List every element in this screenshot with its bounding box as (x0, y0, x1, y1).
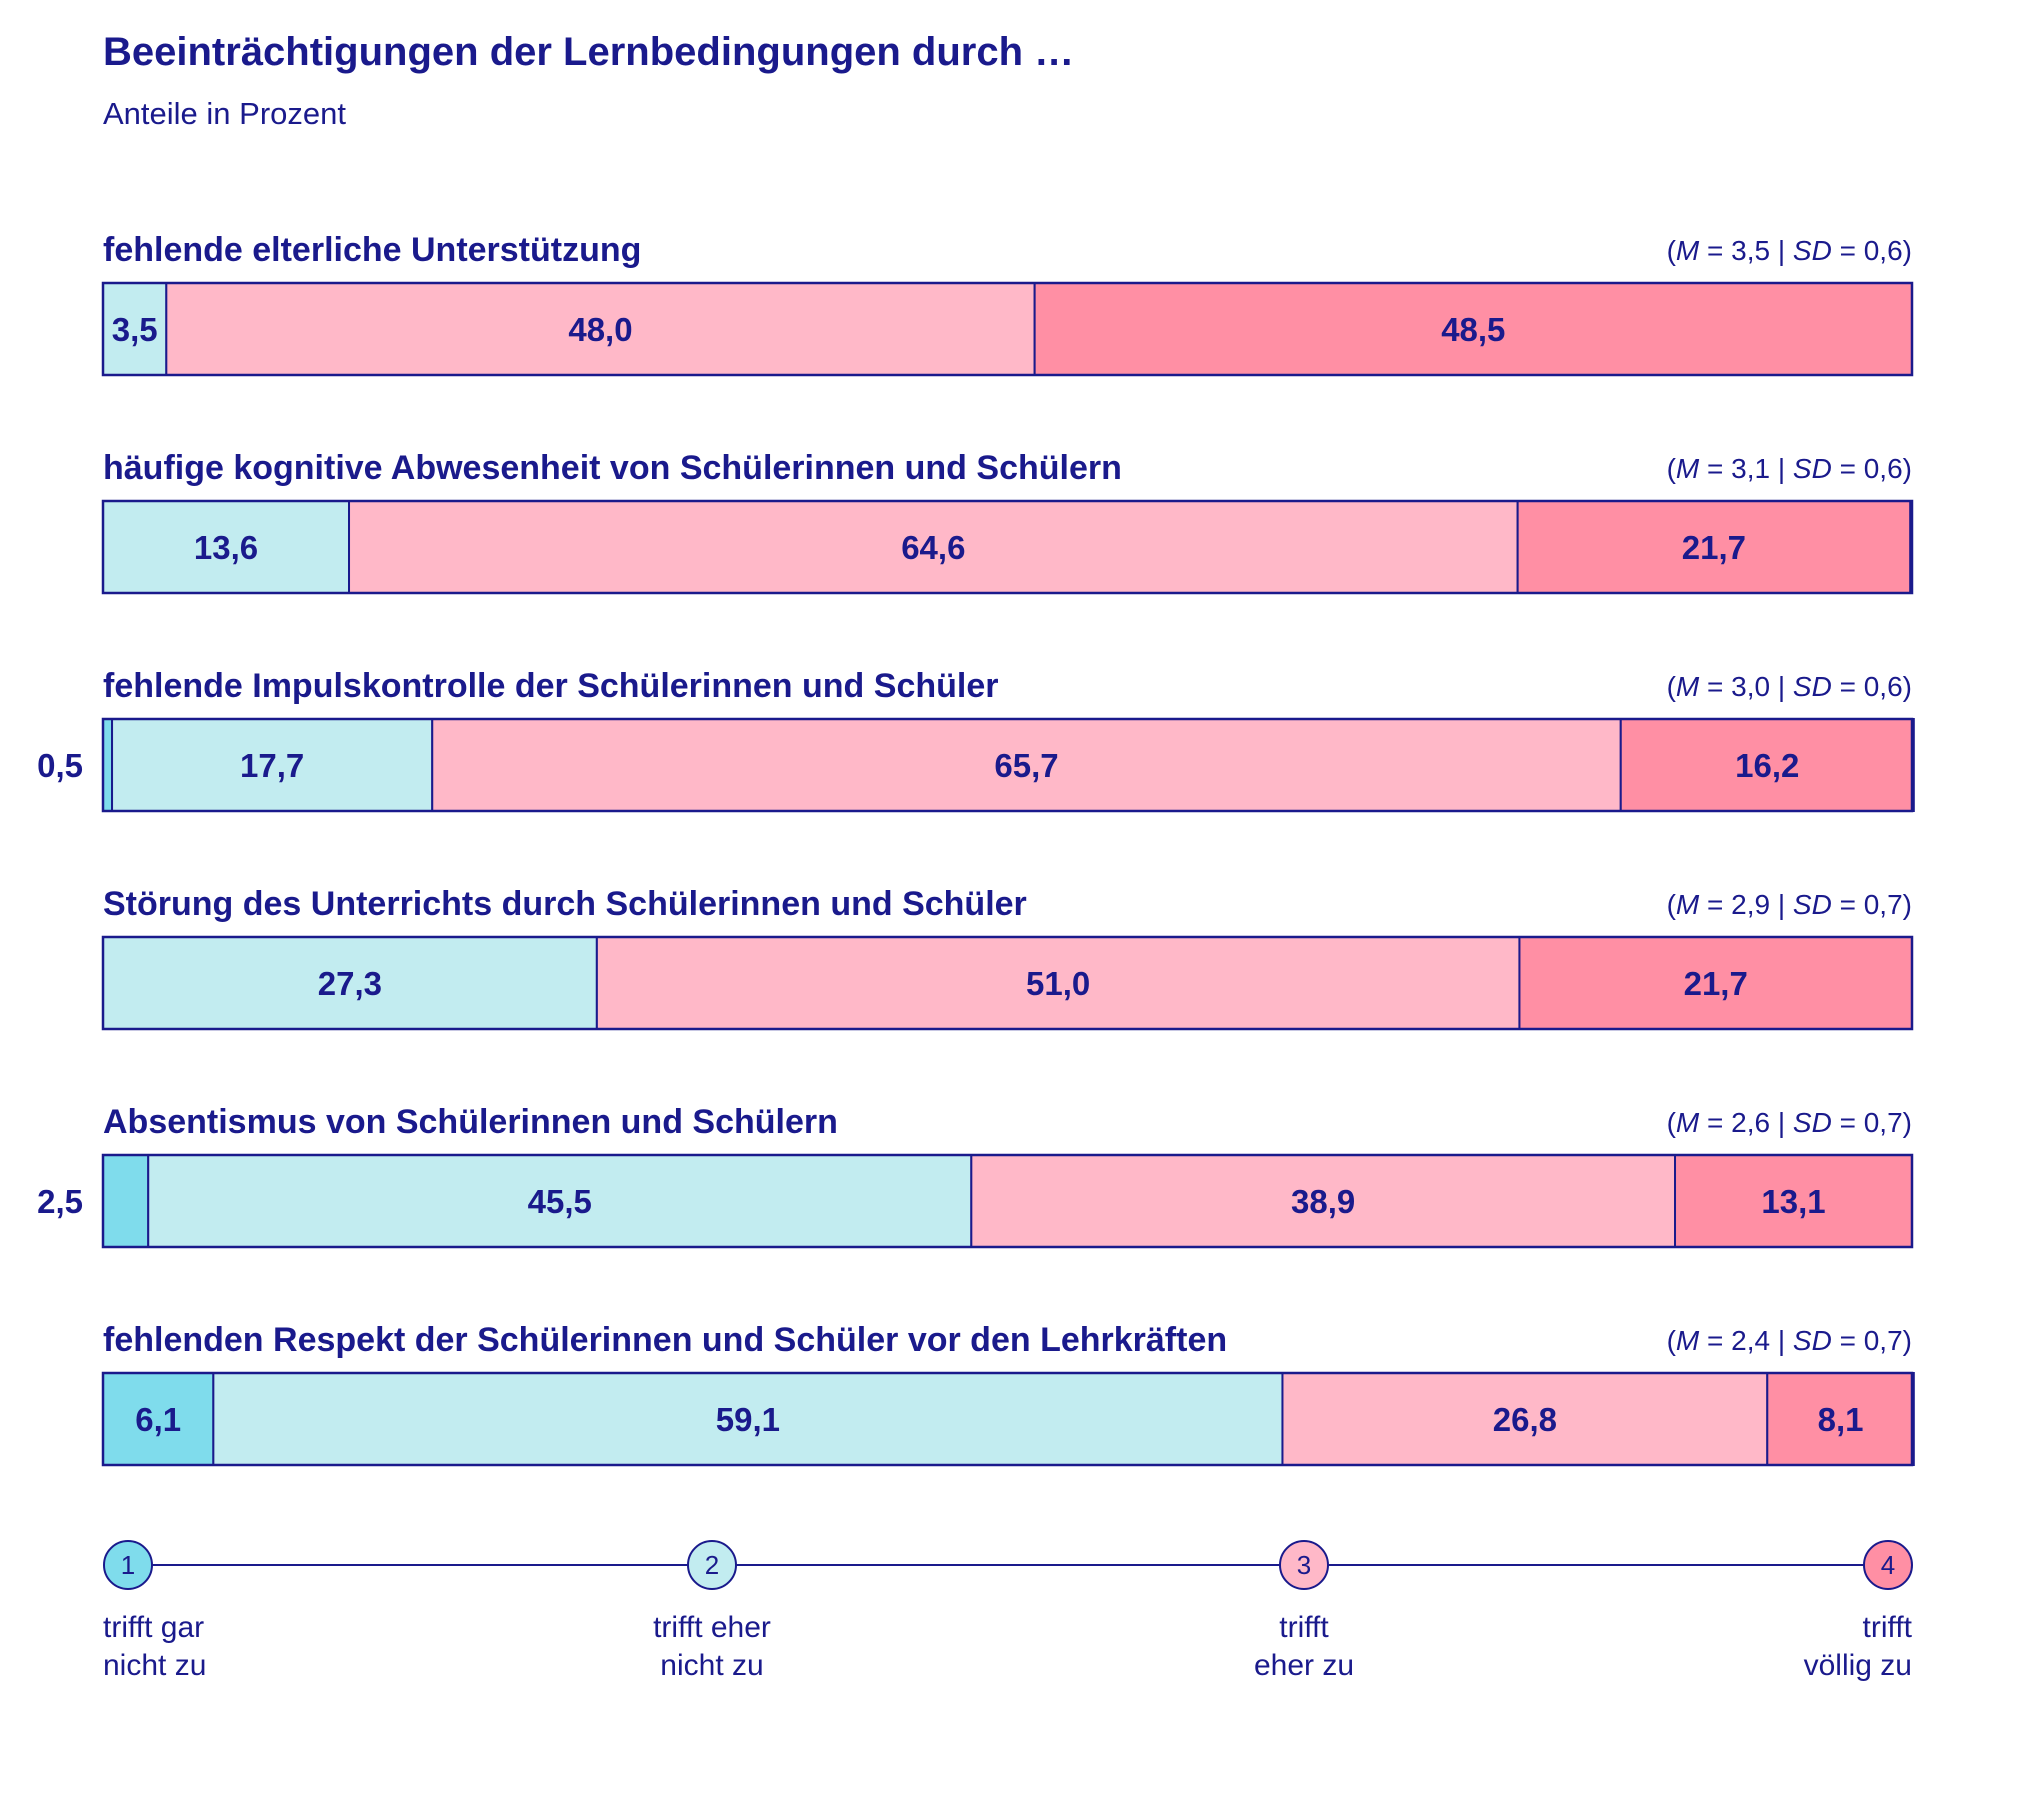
data-label: 0,5 (37, 747, 83, 784)
scale-label: trifft (1279, 1611, 1329, 1644)
scale-label: nicht zu (660, 1649, 763, 1682)
bar-frame (101, 499, 1914, 595)
bar-segment (1516, 500, 1912, 594)
bar-segment (1281, 1372, 1769, 1466)
scale-marker (687, 1540, 737, 1590)
bar-segment (431, 718, 1622, 812)
data-label: 13,6 (194, 529, 258, 566)
bar-segment (102, 718, 114, 812)
bar-segment (595, 936, 1521, 1030)
chart-subtitle: Anteile in Prozent (103, 96, 346, 131)
scale-label: trifft eher (653, 1611, 771, 1644)
bar-segment (1518, 936, 1914, 1030)
data-label: 38,9 (1291, 1183, 1355, 1220)
bar-segment (102, 1372, 215, 1466)
data-label: 8,1 (1818, 1401, 1864, 1438)
scale-number: 1 (121, 1550, 135, 1580)
data-label: 6,1 (135, 1401, 181, 1438)
data-label: 2,5 (37, 1183, 83, 1220)
scale-number: 4 (1881, 1550, 1895, 1580)
bar-frame (101, 281, 1914, 377)
data-label: 48,0 (568, 311, 632, 348)
chart-title: Beeinträchtigungen der Lernbedingungen d… (103, 30, 1075, 74)
row-stats: (M = 3,1 | SD = 0,6) (1667, 453, 1912, 484)
data-label: 48,5 (1441, 311, 1505, 348)
scale-marker (1863, 1540, 1913, 1590)
scale-label: trifft gar (103, 1611, 204, 1644)
bar-segment (1619, 718, 1915, 812)
scale-label: eher zu (1254, 1649, 1354, 1682)
scale-label: nicht zu (103, 1649, 206, 1682)
data-label: 64,6 (901, 529, 965, 566)
row-stats: (M = 2,6 | SD = 0,7) (1667, 1107, 1912, 1138)
bar-segment (970, 1154, 1677, 1248)
data-label: 3,5 (112, 311, 158, 348)
data-label: 45,5 (528, 1183, 592, 1220)
row-stats: (M = 2,4 | SD = 0,7) (1667, 1325, 1912, 1356)
data-label: 17,7 (240, 747, 304, 784)
data-label: 16,2 (1735, 747, 1799, 784)
data-label: 65,7 (994, 747, 1058, 784)
scale-marker (1279, 1540, 1329, 1590)
bar-frame (101, 1153, 1914, 1249)
row-stats: (M = 3,5 | SD = 0,6) (1667, 235, 1912, 266)
scale-label: völlig zu (1804, 1649, 1912, 1682)
bar-segment (147, 1154, 973, 1248)
row-stats: (M = 3,0 | SD = 0,6) (1667, 671, 1912, 702)
bar-segment (102, 1154, 150, 1248)
scale-number: 2 (705, 1550, 719, 1580)
row-label: Absentismus von Schülerinnen und Schüler… (103, 1103, 838, 1141)
data-label: 26,8 (1493, 1401, 1557, 1438)
bar-frame (101, 717, 1914, 813)
row-label: fehlenden Respekt der Schülerinnen und S… (103, 1321, 1227, 1359)
bar-segment (102, 936, 598, 1030)
bar-frame (101, 935, 1914, 1031)
bar-segment (1674, 1154, 1913, 1248)
data-label: 21,7 (1682, 529, 1746, 566)
bar-segment (212, 1372, 1284, 1466)
row-label: fehlende Impulskontrolle der Schülerinne… (103, 667, 998, 705)
row-label: fehlende elterliche Unterstützung (103, 231, 641, 269)
row-label: Störung des Unterrichts durch Schülerinn… (103, 885, 1027, 923)
data-label: 21,7 (1684, 965, 1748, 1002)
row-label: häufige kognitive Abwesenheit von Schüle… (103, 449, 1122, 487)
row-stats: (M = 2,9 | SD = 0,7) (1667, 889, 1912, 920)
data-label: 13,1 (1761, 1183, 1825, 1220)
data-label: 51,0 (1026, 965, 1090, 1002)
bar-frame (101, 1371, 1914, 1467)
data-label: 27,3 (318, 965, 382, 1002)
scale-label: trifft (1863, 1611, 1913, 1644)
scale-marker (103, 1540, 153, 1590)
data-label: 59,1 (716, 1401, 780, 1438)
scale-number: 3 (1297, 1550, 1311, 1580)
